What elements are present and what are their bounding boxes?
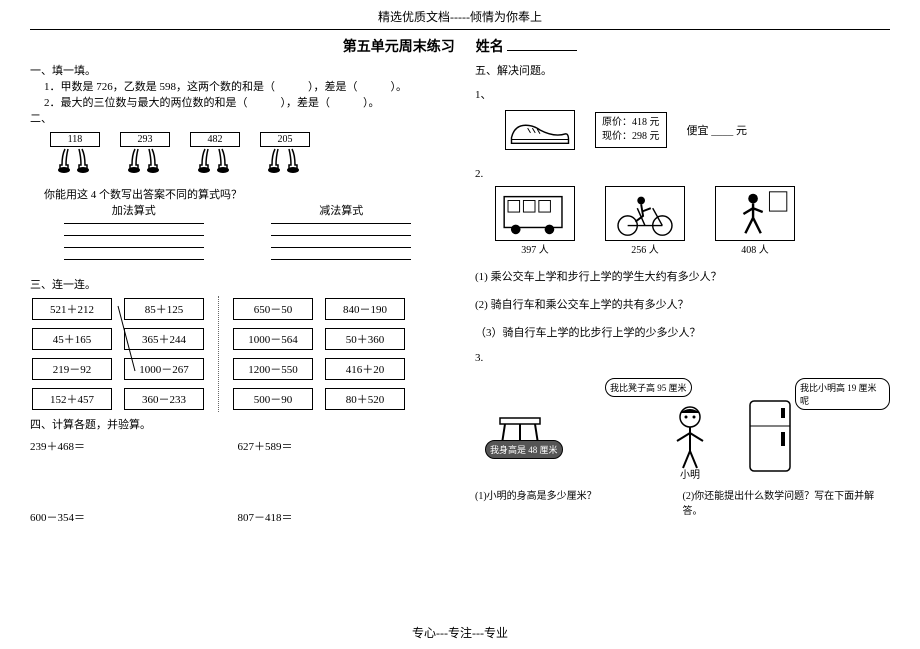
- sub-line-2: [271, 235, 411, 236]
- section-3-heading: 三、连一连。: [30, 276, 445, 292]
- fridge-icon: [745, 396, 800, 476]
- section-5-heading: 五、解决问题。: [475, 62, 890, 78]
- eq-a2: 45＋165: [32, 328, 112, 350]
- eq-d3: 416＋20: [325, 358, 405, 380]
- bike-count: 256 人: [605, 241, 685, 256]
- price-cheaper: 便宜 ____ 元: [687, 122, 748, 138]
- robot-3-num: 482: [190, 132, 240, 147]
- bubble-ming: 我比凳子高 95 厘米: [605, 378, 692, 397]
- robot-legs-icon: [190, 147, 240, 177]
- price-orig: 原价：418 元: [602, 116, 660, 130]
- robot-row: 118 293 482 205: [30, 132, 445, 180]
- p2-label: 2.: [475, 168, 890, 180]
- robot-legs-icon: [260, 147, 310, 177]
- robot-legs-icon: [50, 147, 100, 177]
- p3-q2: (2)你还能提出什么数学问题？写在下面并解答。: [683, 487, 891, 517]
- robot-4: 205: [260, 132, 310, 180]
- add-line-2: [64, 235, 204, 236]
- s1-q1: 1．甲数是 726，乙数是 598，这两个数的和是（ ），差是（ ）。: [30, 78, 445, 94]
- price-box: 原价：418 元 现价：298 元: [595, 112, 667, 148]
- p2-q3: （3）骑自行车上学的比步行上学的少多少人？: [475, 324, 890, 340]
- eq-b3: 1000－267: [124, 358, 204, 380]
- add-line-4: [64, 259, 204, 260]
- eq-c4: 500－90: [233, 388, 313, 410]
- sub-label: 减法算式: [238, 202, 446, 218]
- name-label: 姓名: [476, 40, 504, 55]
- connect-grid: 521＋212 45＋165 219－92 152＋457 85＋125 365…: [30, 296, 445, 412]
- robot-1: 118: [50, 132, 100, 180]
- title-row: 第五单元周末练习 姓名: [0, 36, 920, 56]
- p1-label: 1、: [475, 86, 890, 102]
- p3-label: 3.: [475, 352, 890, 364]
- eq-b2: 365＋244: [124, 328, 204, 350]
- add-label: 加法算式: [30, 202, 238, 218]
- divider-top: [30, 29, 890, 30]
- eq-a3: 219－92: [32, 358, 112, 380]
- robot-3: 482: [190, 132, 240, 180]
- sub-line-4: [271, 259, 411, 260]
- section-1-heading: 一、填一填。: [30, 62, 445, 78]
- bus-icon: [495, 186, 575, 241]
- calc-q2: 627＋589＝: [238, 438, 446, 454]
- price-now: 现价：298 元: [602, 130, 660, 144]
- scene-3: 我身高是 48 厘米 我比凳子高 95 厘米 小明 我比小明高 19 厘米呢: [475, 368, 890, 483]
- section-2-heading: 二、: [30, 110, 445, 126]
- eq-d2: 50＋360: [325, 328, 405, 350]
- left-column: 一、填一填。 1．甲数是 726，乙数是 598，这两个数的和是（ ），差是（ …: [30, 62, 460, 525]
- calc-q3: 600－354＝: [30, 509, 238, 525]
- robot-2: 293: [120, 132, 170, 180]
- sub-line-1: [271, 223, 411, 224]
- eq-d4: 80＋520: [325, 388, 405, 410]
- ming-label: 小明: [680, 466, 700, 481]
- p2-q1: (1) 乘公交车上学和步行上学的学生大约有多少人？: [475, 268, 890, 284]
- walk-count: 408 人: [715, 241, 795, 256]
- p3-q1: (1)小明的身高是多少厘米？: [475, 487, 683, 517]
- bubble-stool: 我身高是 48 厘米: [485, 440, 563, 459]
- robot-4-num: 205: [260, 132, 310, 147]
- vehicle-bus: 397 人: [495, 186, 575, 256]
- robot-legs-icon: [120, 147, 170, 177]
- boy-icon: [665, 403, 715, 473]
- eq-a1: 521＋212: [32, 298, 112, 320]
- section-4-heading: 四、计算各题，并验算。: [30, 416, 445, 432]
- doc-title: 第五单元周末练习: [343, 40, 455, 55]
- bubble-fridge: 我比小明高 19 厘米呢: [795, 378, 890, 410]
- eq-c3: 1200－550: [233, 358, 313, 380]
- eq-b4: 360－233: [124, 388, 204, 410]
- right-column: 五、解决问题。 1、 原价：418 元 现价：298 元 便宜 ____ 元 2…: [460, 62, 890, 525]
- eq-a4: 152＋457: [32, 388, 112, 410]
- doc-footer: 专心---专注---专业: [0, 624, 920, 641]
- eq-b1: 85＋125: [124, 298, 204, 320]
- p2-q2: (2) 骑自行车和乘公交车上学的共有多少人？: [475, 296, 890, 312]
- robot-1-num: 118: [50, 132, 100, 147]
- vehicle-bike: 256 人: [605, 186, 685, 256]
- walk-icon: [715, 186, 795, 241]
- shoe-icon: [505, 110, 575, 150]
- eq-d1: 840－190: [325, 298, 405, 320]
- robot-2-num: 293: [120, 132, 170, 147]
- vehicle-walk: 408 人: [715, 186, 795, 256]
- s1-q2: 2．最大的三位数与最大的两位数的和是（ ），差是（ ）。: [30, 94, 445, 110]
- name-input-line: [507, 50, 577, 51]
- add-line-3: [64, 247, 204, 248]
- eq-c2: 1000－564: [233, 328, 313, 350]
- s2-prompt: 你能用这 4 个数写出答案不同的算式吗？: [30, 186, 445, 202]
- bike-icon: [605, 186, 685, 241]
- sub-line-3: [271, 247, 411, 248]
- add-line-1: [64, 223, 204, 224]
- doc-header: 精选优质文档-----倾情为你奉上: [0, 0, 920, 25]
- eq-c1: 650－50: [233, 298, 313, 320]
- bus-count: 397 人: [495, 241, 575, 256]
- calc-q1: 239＋468＝: [30, 438, 238, 454]
- calc-q4: 807－418＝: [238, 509, 446, 525]
